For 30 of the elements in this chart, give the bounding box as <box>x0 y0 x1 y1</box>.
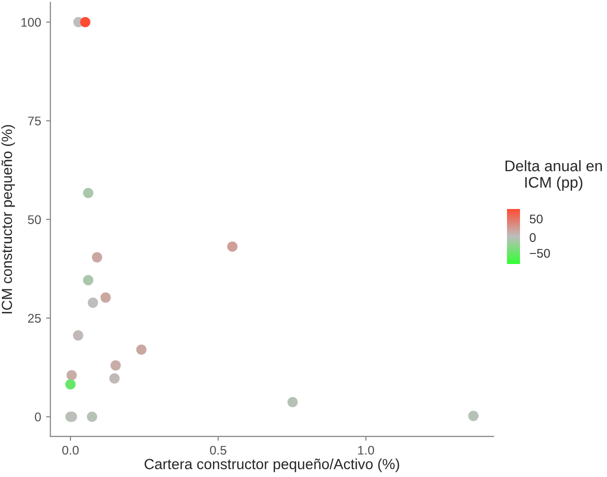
color-bar-label: 50 <box>530 214 543 224</box>
color-bar-label: −50 <box>530 248 550 258</box>
y-tick-label: 0 <box>34 412 41 422</box>
color-bar-title: Delta anual en ICM (pp) <box>506 160 602 191</box>
point <box>80 16 90 28</box>
x-axis-title: Cartera constructor pequeño/Activo (%) <box>144 458 400 472</box>
point <box>287 396 298 408</box>
point <box>136 344 147 355</box>
point <box>88 298 98 308</box>
y-tick-label: 100 <box>21 18 41 27</box>
x-tick-label: 0.5 <box>210 446 226 455</box>
point <box>100 292 111 303</box>
y-tick-label: 50 <box>28 215 41 224</box>
point <box>468 410 479 422</box>
point <box>227 242 238 252</box>
point <box>86 412 98 422</box>
point <box>110 360 121 371</box>
point <box>109 373 120 384</box>
y-tick-label: 25 <box>28 314 41 323</box>
x-tick-label: 1.0 <box>358 446 374 455</box>
point <box>83 275 94 286</box>
y-axis-title: ICM constructor pequeño (%) <box>1 125 15 314</box>
point <box>66 370 77 380</box>
y-tick-label: 75 <box>28 116 41 126</box>
point <box>92 252 102 262</box>
point <box>73 330 84 341</box>
point <box>65 379 76 390</box>
x-tick-label: 0.0 <box>62 446 79 455</box>
color-bar-label: 0 <box>530 233 536 242</box>
point <box>83 188 94 198</box>
